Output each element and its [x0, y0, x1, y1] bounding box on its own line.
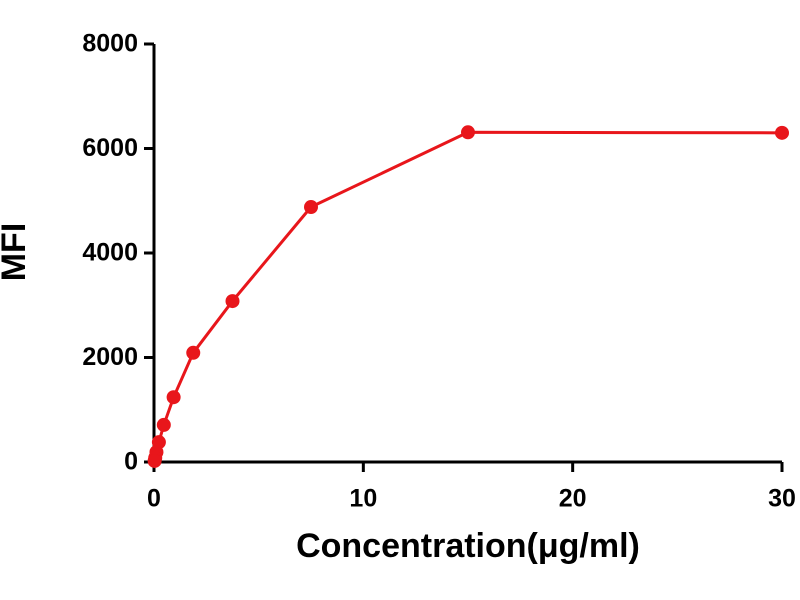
point [156, 417, 171, 432]
point [186, 345, 201, 360]
point [166, 390, 181, 405]
x-tick-label: 10 [349, 485, 377, 513]
y-tick-label: 8000 [82, 30, 138, 58]
x-axis-title: Concentration(μg/ml) [296, 527, 640, 565]
point [147, 453, 162, 468]
point [304, 200, 318, 215]
x-tick-label: 30 [768, 485, 796, 513]
point [225, 294, 240, 309]
y-tick-label: 2000 [82, 343, 138, 371]
x-tick-label: 20 [559, 485, 587, 513]
y-tick-label: 6000 [82, 134, 138, 162]
x-tick-label: 0 [147, 485, 161, 513]
point [461, 125, 475, 140]
y-axis-title: MFI [0, 223, 33, 282]
y-tick-label: 0 [124, 448, 138, 476]
point [775, 125, 789, 140]
series-line [153, 130, 783, 462]
y-tick-label: 4000 [82, 239, 138, 267]
